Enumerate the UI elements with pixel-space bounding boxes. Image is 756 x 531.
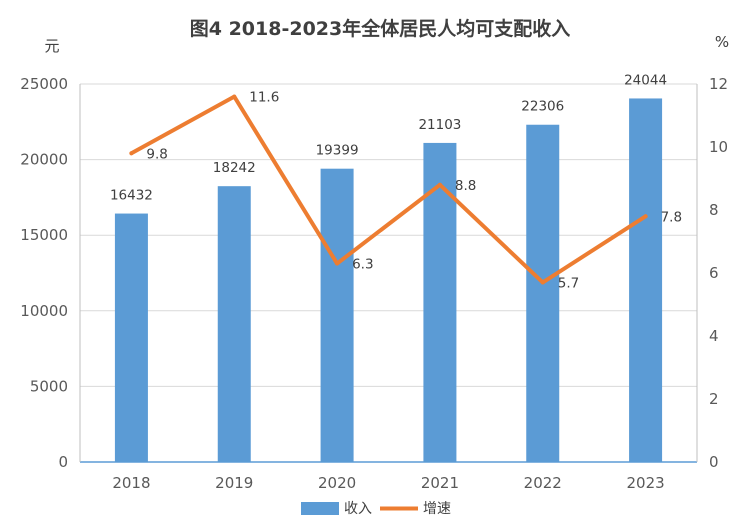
y-left-tick-label: 20000 bbox=[20, 151, 68, 169]
line-point-2020 bbox=[335, 261, 340, 266]
line-series bbox=[129, 94, 648, 285]
legend-label-bar: 收入 bbox=[344, 501, 372, 517]
line-point-2021 bbox=[437, 182, 442, 187]
gridlines bbox=[80, 83, 697, 387]
bar-2019 bbox=[217, 186, 251, 462]
line-point-2022 bbox=[540, 280, 545, 285]
y-left-unit: 元 bbox=[44, 37, 59, 55]
bar-2021 bbox=[423, 142, 457, 462]
x-tick-label: 2021 bbox=[421, 474, 459, 492]
y-right-tick-label: 0 bbox=[709, 453, 719, 471]
y-right-tick-label: 10 bbox=[709, 138, 728, 156]
bar-2023 bbox=[629, 98, 663, 463]
x-tick-label: 2018 bbox=[112, 474, 150, 492]
legend-swatch-bar bbox=[301, 502, 339, 515]
y-left-tick-label: 15000 bbox=[20, 226, 68, 244]
y-left-tick-label: 25000 bbox=[20, 75, 68, 93]
line-data-label: 11.6 bbox=[249, 90, 279, 106]
bar-2022 bbox=[526, 124, 560, 462]
line-data-label: 6.3 bbox=[352, 257, 373, 273]
line-data-label: 9.8 bbox=[146, 146, 167, 162]
x-tick-label: 2019 bbox=[215, 474, 253, 492]
bar-2020 bbox=[320, 168, 354, 462]
y-left-tick-label: 10000 bbox=[20, 302, 68, 320]
bar-data-label: 19399 bbox=[316, 143, 359, 159]
line-data-label: 5.7 bbox=[558, 275, 579, 291]
y-right-tick-label: 12 bbox=[709, 75, 728, 93]
growth-line bbox=[129, 94, 648, 285]
x-tick-label: 2023 bbox=[626, 474, 664, 492]
y-right-tick-label: 6 bbox=[709, 264, 719, 282]
line-point-2023 bbox=[643, 214, 648, 219]
line-point-2019 bbox=[232, 94, 237, 99]
chart-title: 图4 2018-2023年全体居民人均可支配收入 bbox=[190, 17, 570, 40]
line-data-label: 8.8 bbox=[455, 178, 476, 194]
legend-label-line: 增速 bbox=[423, 501, 451, 517]
y-left-tick-labels: 0 5000 10000 15000 20000 25000 bbox=[20, 75, 68, 471]
y-left-tick-label: 5000 bbox=[30, 377, 68, 395]
line-point-2018 bbox=[129, 151, 134, 156]
bar-data-label: 21103 bbox=[418, 117, 461, 133]
y-right-tick-label: 4 bbox=[709, 327, 719, 345]
legend: 收入 增速 bbox=[301, 501, 451, 517]
y-right-tick-label: 8 bbox=[709, 201, 719, 219]
axes bbox=[79, 84, 698, 463]
y-right-unit: % bbox=[715, 33, 729, 51]
x-tick-labels: 2018 2019 2020 2021 2022 2023 bbox=[112, 474, 664, 492]
x-tick-label: 2020 bbox=[318, 474, 356, 492]
bar-2018 bbox=[114, 213, 148, 462]
y-right-tick-label: 2 bbox=[709, 390, 719, 408]
bar-data-label: 18242 bbox=[213, 160, 256, 176]
bar-series bbox=[114, 98, 663, 463]
y-right-tick-labels: 0 2 4 6 8 10 12 bbox=[709, 75, 728, 471]
bar-data-labels: 16432 18242 19399 21103 22306 24044 bbox=[110, 72, 667, 203]
line-data-label: 7.8 bbox=[661, 209, 682, 225]
line-data-labels: 9.8 11.6 6.3 8.8 5.7 7.8 bbox=[146, 90, 682, 292]
bar-data-label: 22306 bbox=[521, 99, 564, 115]
bar-data-label: 24044 bbox=[624, 72, 667, 88]
y-left-tick-label: 0 bbox=[58, 453, 68, 471]
x-tick-label: 2022 bbox=[524, 474, 562, 492]
bar-data-label: 16432 bbox=[110, 188, 153, 204]
